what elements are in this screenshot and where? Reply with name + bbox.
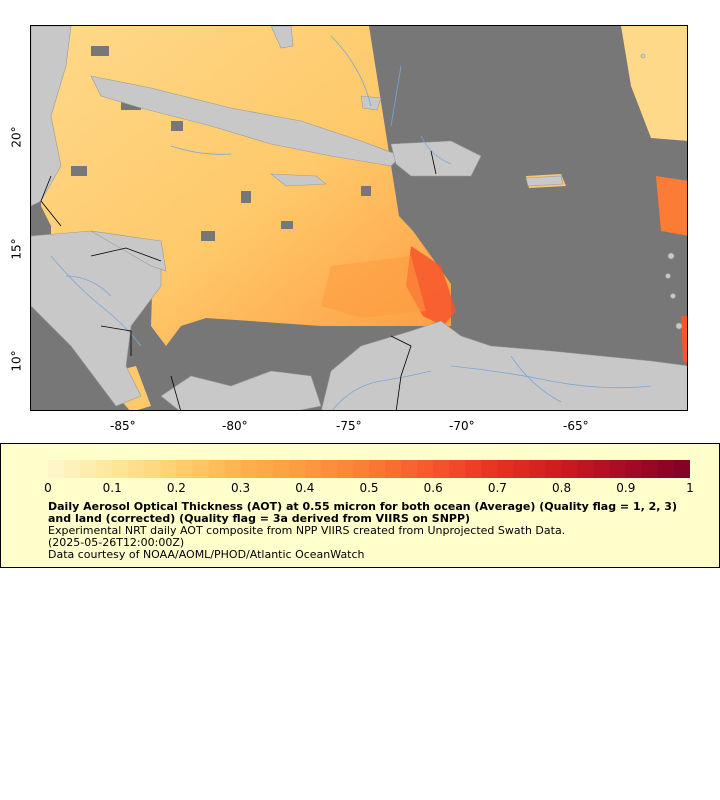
x-tick-label: -65° (563, 419, 589, 433)
colorbar-segment (320, 460, 338, 478)
colorbar-segment (369, 460, 386, 478)
south-america (321, 320, 687, 410)
colorbar-tick-label: 1 (686, 481, 694, 495)
colorbar-segment (336, 460, 354, 478)
colorbar-segment (272, 460, 290, 478)
y-tick-label: 20° (9, 126, 24, 148)
colorbar-segment (529, 460, 547, 478)
colorbar-segment (657, 460, 675, 478)
colorbar-segment (417, 460, 434, 478)
y-tick-label: 10° (9, 350, 24, 372)
colorbar-segment (288, 460, 306, 478)
colorbar-segment (224, 460, 242, 478)
legend-panel: 0 0.1 0.2 0.3 0.4 0.5 0.6 0.7 0.8 0.9 1 Daily Aero… (0, 443, 720, 568)
colorbar-tick-label: 0.2 (166, 481, 186, 495)
colorbar-segment (208, 460, 226, 478)
hispaniola (390, 140, 482, 177)
aot-swath-east (621, 26, 687, 141)
colorbar-tick-label: 0.9 (616, 481, 636, 495)
colorbar-segment (160, 460, 177, 478)
puerto-rico (525, 175, 564, 187)
borders (40, 150, 437, 410)
colorbar-segment (256, 460, 274, 478)
colorbar-segment (673, 460, 690, 478)
rivers (50, 35, 652, 410)
colorbar-segment (577, 460, 595, 478)
colorbar-segment (240, 460, 258, 478)
colorbar-segment (497, 460, 514, 478)
colorbar-segment (176, 460, 193, 478)
cuba (90, 75, 402, 167)
colorbar-segment (609, 460, 627, 478)
aot-east-patch-2 (681, 316, 687, 365)
legend-description: Experimental NRT daily AOT composite fro… (48, 524, 566, 537)
colorbar-segment (433, 460, 450, 478)
legend-title: Daily Aerosol Optical Thickness (AOT) at… (48, 500, 677, 525)
colorbar-segment (625, 460, 643, 478)
colorbar-tick-label: 0.4 (295, 481, 315, 495)
legend-credit: Data courtesy of NOAA/AOML/PHOD/Atlantic… (48, 548, 365, 561)
colorbar-tick-label: 0.1 (102, 481, 122, 495)
colorbar-segment (64, 460, 81, 478)
colorbar-tick-label: 0.3 (231, 481, 251, 495)
jamaica (270, 173, 327, 187)
colorbar-segment (304, 460, 322, 478)
map-canvas (31, 26, 687, 410)
colorbar-segment (144, 460, 161, 478)
colorbar-segment (48, 460, 65, 478)
x-tick-label: -80° (222, 419, 248, 433)
colorbar-segment (192, 460, 209, 478)
x-tick-label: -70° (449, 419, 475, 433)
colorbar-segment (561, 460, 579, 478)
colorbar-segment (128, 460, 145, 478)
colorbar-segment (352, 460, 370, 478)
y-tick-label: 15° (9, 238, 24, 260)
colorbar-tick-label: 0.5 (359, 481, 379, 495)
colorbar-segment (545, 460, 563, 478)
colorbar-segment (481, 460, 498, 478)
colorbar-segment (385, 460, 402, 478)
colorbar-segment (641, 460, 659, 478)
colorbar-segment (449, 460, 466, 478)
colorbar-segment (401, 460, 418, 478)
land (31, 26, 687, 410)
colorbar-segment (80, 460, 97, 478)
aot-east-patch (656, 176, 687, 236)
colorbar-tick-label: 0.8 (552, 481, 572, 495)
colorbar-segment (513, 460, 530, 478)
aot-mid-patch (321, 256, 426, 318)
colorbar (48, 460, 690, 478)
colorbar-segment (112, 460, 129, 478)
colorbar-tick-label: 0 (44, 481, 52, 495)
colorbar-segment (96, 460, 113, 478)
x-tick-label: -75° (336, 419, 362, 433)
colorbar-tick-label: 0.6 (423, 481, 443, 495)
colorbar-segment (465, 460, 482, 478)
colorbar-segment (593, 460, 611, 478)
colorbar-tick-label: 0.7 (487, 481, 507, 495)
aot-map (30, 25, 688, 411)
x-tick-label: -85° (110, 419, 136, 433)
legend-timestamp: (2025-05-26T12:00:00Z) (48, 536, 185, 549)
